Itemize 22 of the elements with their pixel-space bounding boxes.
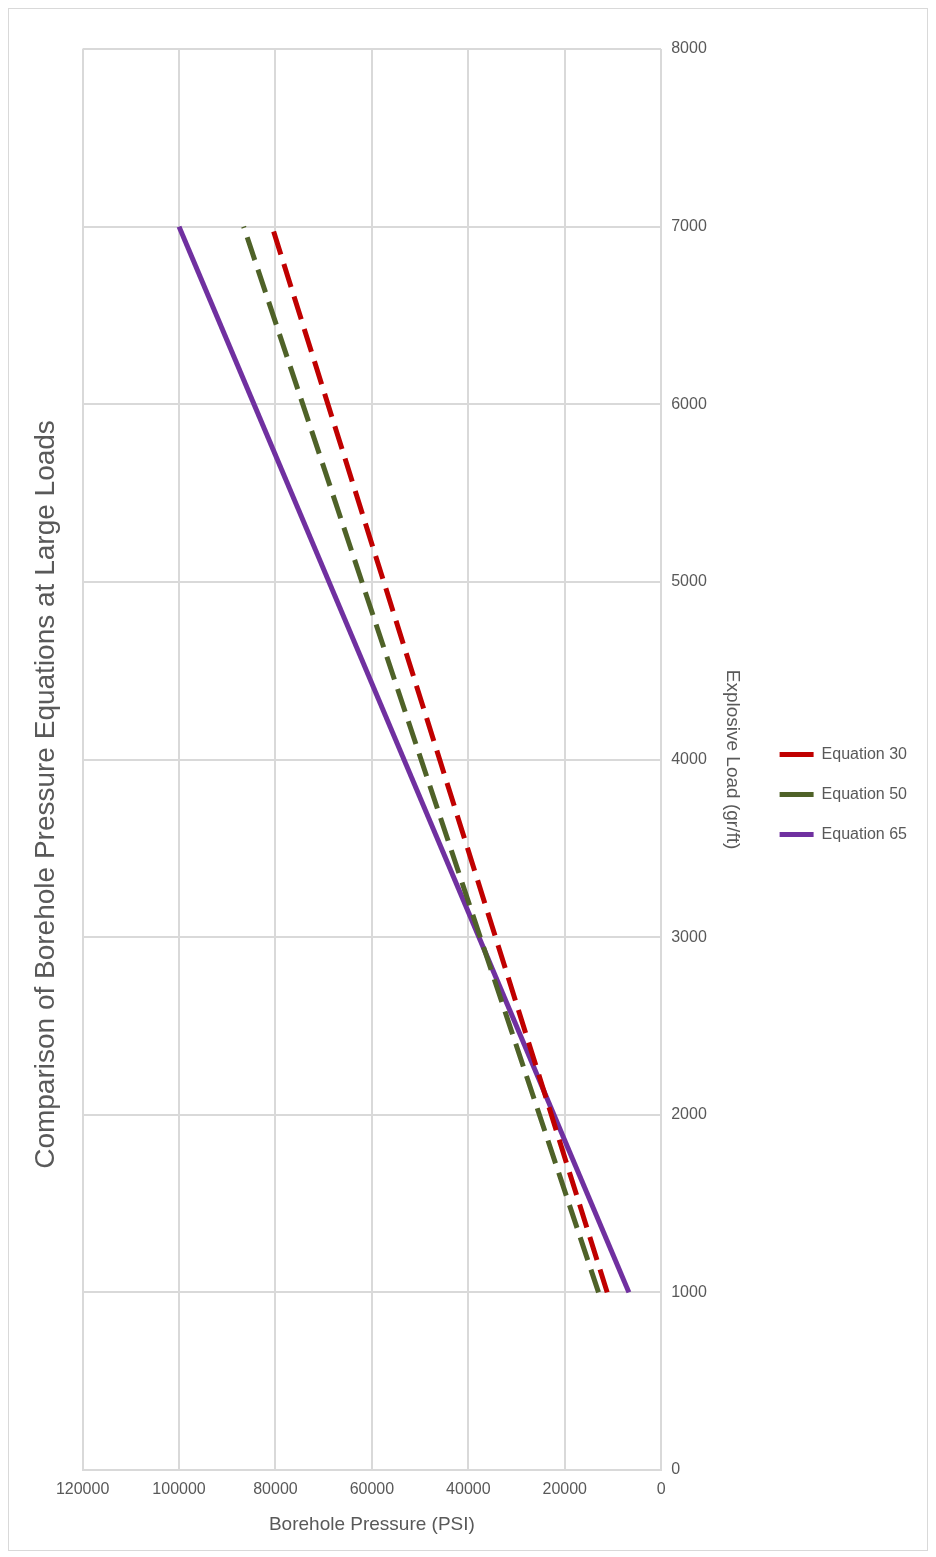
x-tick-label: 80000 xyxy=(253,1480,298,1498)
legend-label: Equation 30 xyxy=(821,744,908,762)
y-tick-label: 4000 xyxy=(671,749,707,767)
x-tick-label: 100000 xyxy=(152,1480,206,1498)
x-tick-label: 120000 xyxy=(55,1480,110,1498)
y-tick-label: 1000 xyxy=(671,1282,707,1300)
legend-label: Equation 50 xyxy=(821,784,908,802)
x-tick-label: 40000 xyxy=(446,1480,491,1498)
y-tick-label: 7000 xyxy=(671,217,707,235)
x-axis-title: Borehole Pressure (PSI) xyxy=(268,1512,475,1534)
y-tick-label: 2000 xyxy=(671,1105,707,1123)
x-tick-label: 60000 xyxy=(349,1480,395,1498)
y-tick-label: 8000 xyxy=(671,39,707,57)
text: Comparison of Borehole Pressure Equations at Large Loads xyxy=(28,420,60,1169)
y-tick-label: 6000 xyxy=(671,394,707,412)
y-axis-title: Explosive Load (gr/ft) xyxy=(722,669,744,850)
x-tick-label: 20000 xyxy=(542,1480,588,1498)
legend-label: Equation 65 xyxy=(821,824,908,842)
y-tick-label: 0 xyxy=(671,1460,681,1478)
y-tick-label: 5000 xyxy=(671,572,707,590)
y-tick-label: 3000 xyxy=(671,927,707,945)
x-tick-label: 0 xyxy=(656,1480,666,1498)
